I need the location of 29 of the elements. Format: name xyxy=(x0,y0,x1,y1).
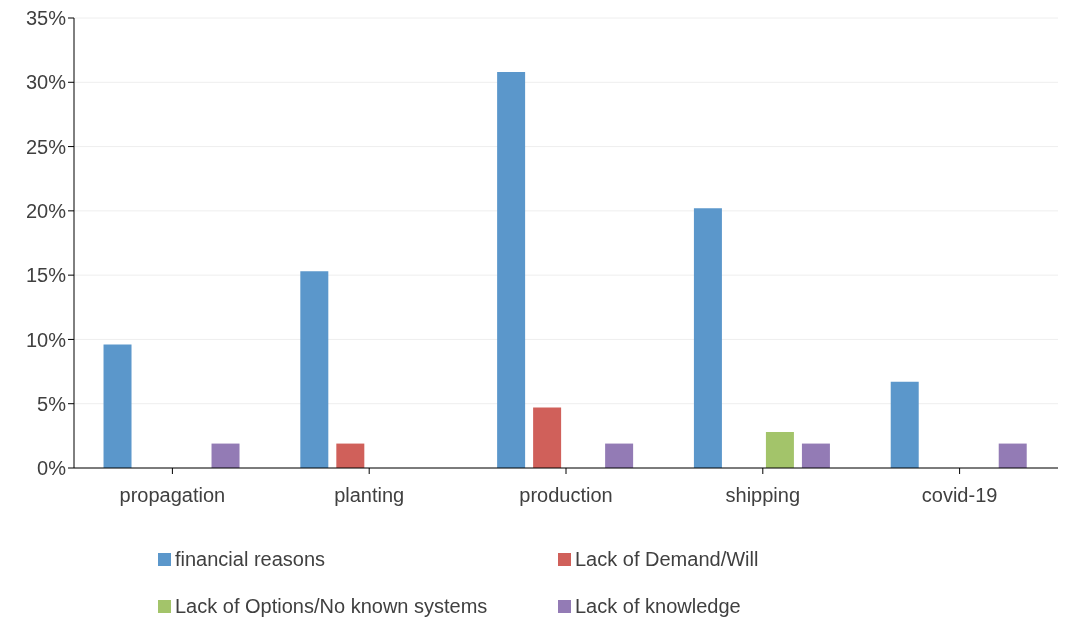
x-tick-label: production xyxy=(519,484,613,507)
y-tick-label: 30% xyxy=(25,71,67,94)
bar xyxy=(801,443,830,468)
legend-label: Lack of Options/No known systems xyxy=(175,595,488,618)
legend-label: Lack of knowledge xyxy=(575,595,741,618)
x-tick-label: shipping xyxy=(725,484,801,507)
bar xyxy=(605,443,634,468)
y-tick-label: 20% xyxy=(25,199,67,222)
y-tick-label: 25% xyxy=(25,135,67,158)
bar xyxy=(765,432,794,468)
y-tick-label: 35% xyxy=(25,7,67,30)
y-tick-label: 5% xyxy=(37,392,67,415)
x-tick-label: propagation xyxy=(119,484,226,507)
bar xyxy=(497,72,526,468)
bar xyxy=(103,344,132,468)
bar xyxy=(300,271,329,468)
bar xyxy=(890,381,919,468)
bar xyxy=(336,443,365,468)
legend-label: Lack of Demand/Will xyxy=(575,548,759,571)
legend-label: financial reasons xyxy=(175,548,326,571)
bar xyxy=(533,407,562,468)
x-tick-label: planting xyxy=(334,484,405,507)
bar xyxy=(998,443,1027,468)
bar xyxy=(693,208,722,468)
y-tick-label: 0% xyxy=(37,457,67,480)
bar xyxy=(211,443,240,468)
y-tick-label: 10% xyxy=(25,328,67,351)
y-tick-label: 15% xyxy=(25,264,67,287)
x-tick-label: covid-19 xyxy=(921,484,998,507)
